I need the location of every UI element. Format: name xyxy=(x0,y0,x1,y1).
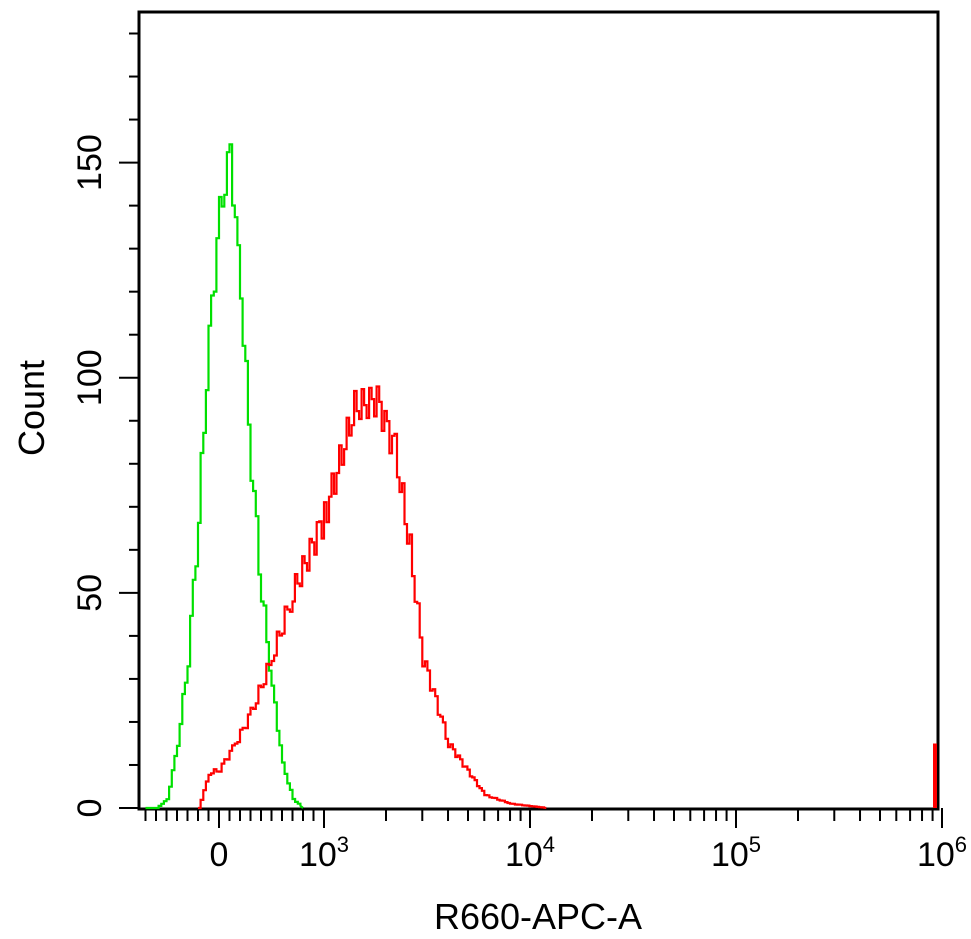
x-tick-exponent: 6 xyxy=(955,832,967,857)
y-tick-label: 50 xyxy=(71,574,109,612)
x-axis: 0 103 104 105 106 xyxy=(144,808,967,874)
x-tick-base: 10 xyxy=(917,836,955,874)
x-tick-exponent: 5 xyxy=(749,832,761,857)
y-axis: 0 50 100 150 xyxy=(71,32,139,818)
y-tick-label: 100 xyxy=(71,349,109,406)
y-tick-label: 0 xyxy=(71,799,109,818)
plot-frame xyxy=(137,10,940,811)
x-tick-exponent: 3 xyxy=(337,832,349,857)
x-tick-label: 105 xyxy=(711,832,761,874)
histogram-series-line xyxy=(198,385,547,810)
x-tick-label: 106 xyxy=(917,832,967,874)
x-tick-base: 0 xyxy=(210,836,229,874)
series-layer xyxy=(145,143,937,810)
x-tick-label: 103 xyxy=(299,832,349,874)
x-tick-label: 104 xyxy=(505,832,555,874)
x-tick-base: 10 xyxy=(711,836,749,874)
x-tick-exponent: 4 xyxy=(543,832,555,857)
x-tick-base: 10 xyxy=(299,836,337,874)
x-axis-label: R660-APC-A xyxy=(434,896,642,937)
x-tick-label: 0 xyxy=(210,836,229,874)
y-axis-label: Count xyxy=(11,360,52,456)
y-tick-label: 150 xyxy=(71,134,109,191)
histogram-series-line xyxy=(145,143,304,810)
x-tick-base: 10 xyxy=(505,836,543,874)
